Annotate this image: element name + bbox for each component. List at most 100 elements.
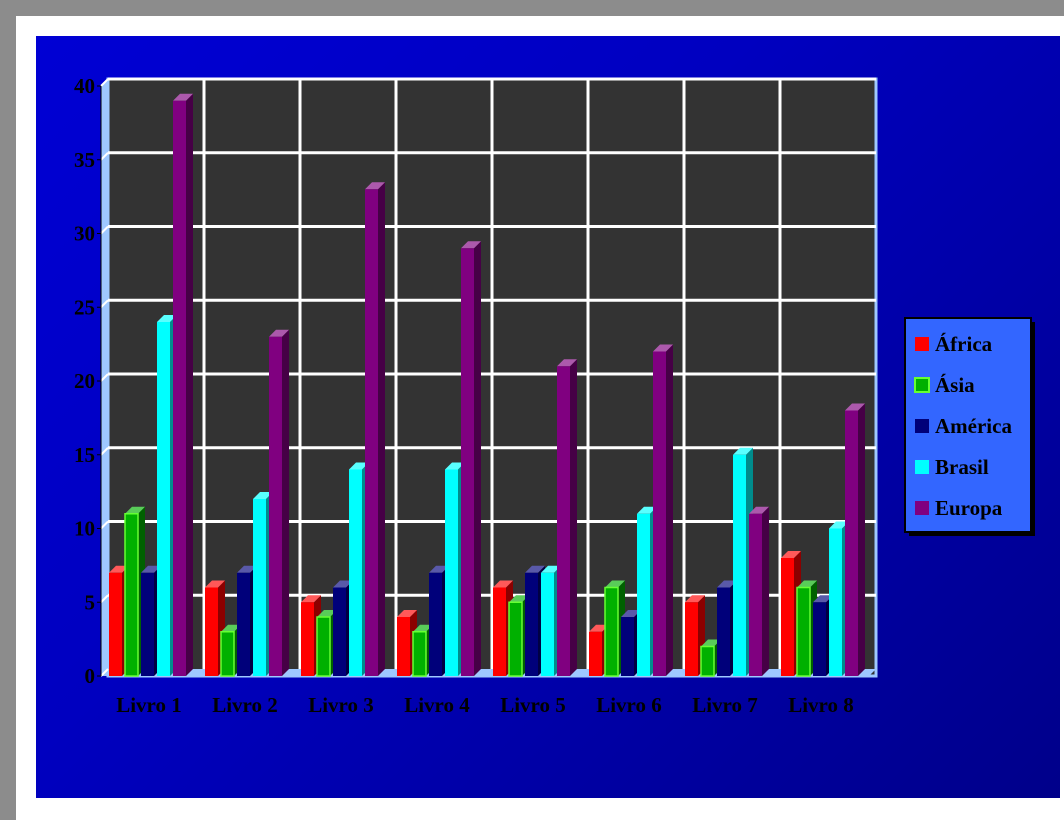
bar [173,93,193,676]
bar-side [666,344,673,676]
gridline-y-side [100,299,109,308]
bar-front [301,602,314,676]
bar-front [781,558,794,676]
bar-front [717,587,730,676]
gridline-y-side [100,447,109,456]
bar-front [541,572,554,676]
bar [412,624,433,677]
x-tick-label: Livro 3 [308,693,374,717]
bar [461,241,481,676]
bar-front [749,513,762,676]
bar-top [525,565,545,573]
bar-front [637,513,650,676]
bar-top [733,447,753,455]
y-tick-label: 10 [74,517,95,541]
bar-top [637,506,657,514]
bar-top [541,565,561,573]
y-tick-label: 5 [85,590,96,614]
legend-swatch [915,501,929,515]
grid-lines [100,77,876,677]
bar-front [508,601,523,677]
legend-label: América [935,414,1012,438]
bar-front [557,366,570,676]
x-tick-label: Livro 7 [692,693,758,717]
legend-swatch [915,419,929,433]
bar [365,182,385,676]
bar [749,506,769,676]
bar [653,344,673,676]
bar-top [333,580,353,588]
bar-front [461,248,474,676]
bar-top [781,551,801,558]
bar-top [429,565,449,573]
bar [845,403,865,676]
bar [557,359,577,676]
x-tick-label: Livro 8 [788,693,854,717]
bar [397,610,417,676]
y-tick-label: 20 [74,369,95,393]
legend-label: Ásia [935,373,975,397]
gridline-y-side [100,668,109,677]
bar-front [237,572,250,676]
bar-front [829,528,842,676]
bar-front [589,631,602,676]
bar-top [413,624,433,632]
bar-front [445,469,458,676]
bar-top [125,506,145,514]
x-tick-label: Livro 6 [596,693,662,717]
bar-front [653,351,666,676]
bar-front [109,572,122,676]
x-tick-label: Livro 1 [116,693,182,717]
legend-swatch [915,337,929,351]
bar-front [813,602,826,676]
bar-top [301,595,321,603]
bar-top [701,639,721,647]
bar-front [205,587,218,676]
bar-side [282,329,289,676]
bar-side [570,359,577,676]
gridline-y-side [100,520,109,530]
bar-front [124,513,139,677]
bar-top [653,344,673,352]
y-tick-label: 25 [74,295,95,319]
bar-side [762,506,769,676]
x-axis-ticks: Livro 1 Livro 2 Livro 3 Livro 4 Livro 5 Livro… [116,693,854,717]
bar-top [797,580,817,588]
bar-front [269,336,282,676]
bar-top [397,610,417,617]
bars [109,93,865,677]
bar-front [333,587,346,676]
y-tick-label: 0 [85,664,96,688]
bar-front [796,586,811,677]
bar-front [365,189,378,676]
bar-front [316,616,331,677]
bar-front [700,645,715,677]
bar-top [845,403,865,411]
bar-top [237,565,257,573]
bar-front [733,454,746,676]
legend-label: Europa [935,496,1003,520]
legend-swatch [915,460,929,474]
y-tick-label: 30 [74,222,95,246]
bar-top [173,93,193,101]
legend: África Ásia América Brasil Europa [904,317,1035,536]
bar-top [445,462,465,470]
bar-front [397,617,410,676]
legend-swatch [914,377,930,393]
bar-top [557,359,577,367]
bar-front [141,572,154,676]
bar-top [493,580,513,588]
bar-front [525,572,538,676]
y-tick-label: 35 [74,148,95,172]
x-tick-label: Livro 4 [404,693,470,717]
bar-front [685,602,698,676]
bar-top [621,610,641,617]
bar-top [829,521,849,529]
bar-top [749,506,769,514]
bar-top [461,241,481,249]
gridline-y-side [100,225,109,235]
gridline-y-side [100,594,109,603]
bar-side [474,241,481,676]
bar-top [109,565,129,573]
